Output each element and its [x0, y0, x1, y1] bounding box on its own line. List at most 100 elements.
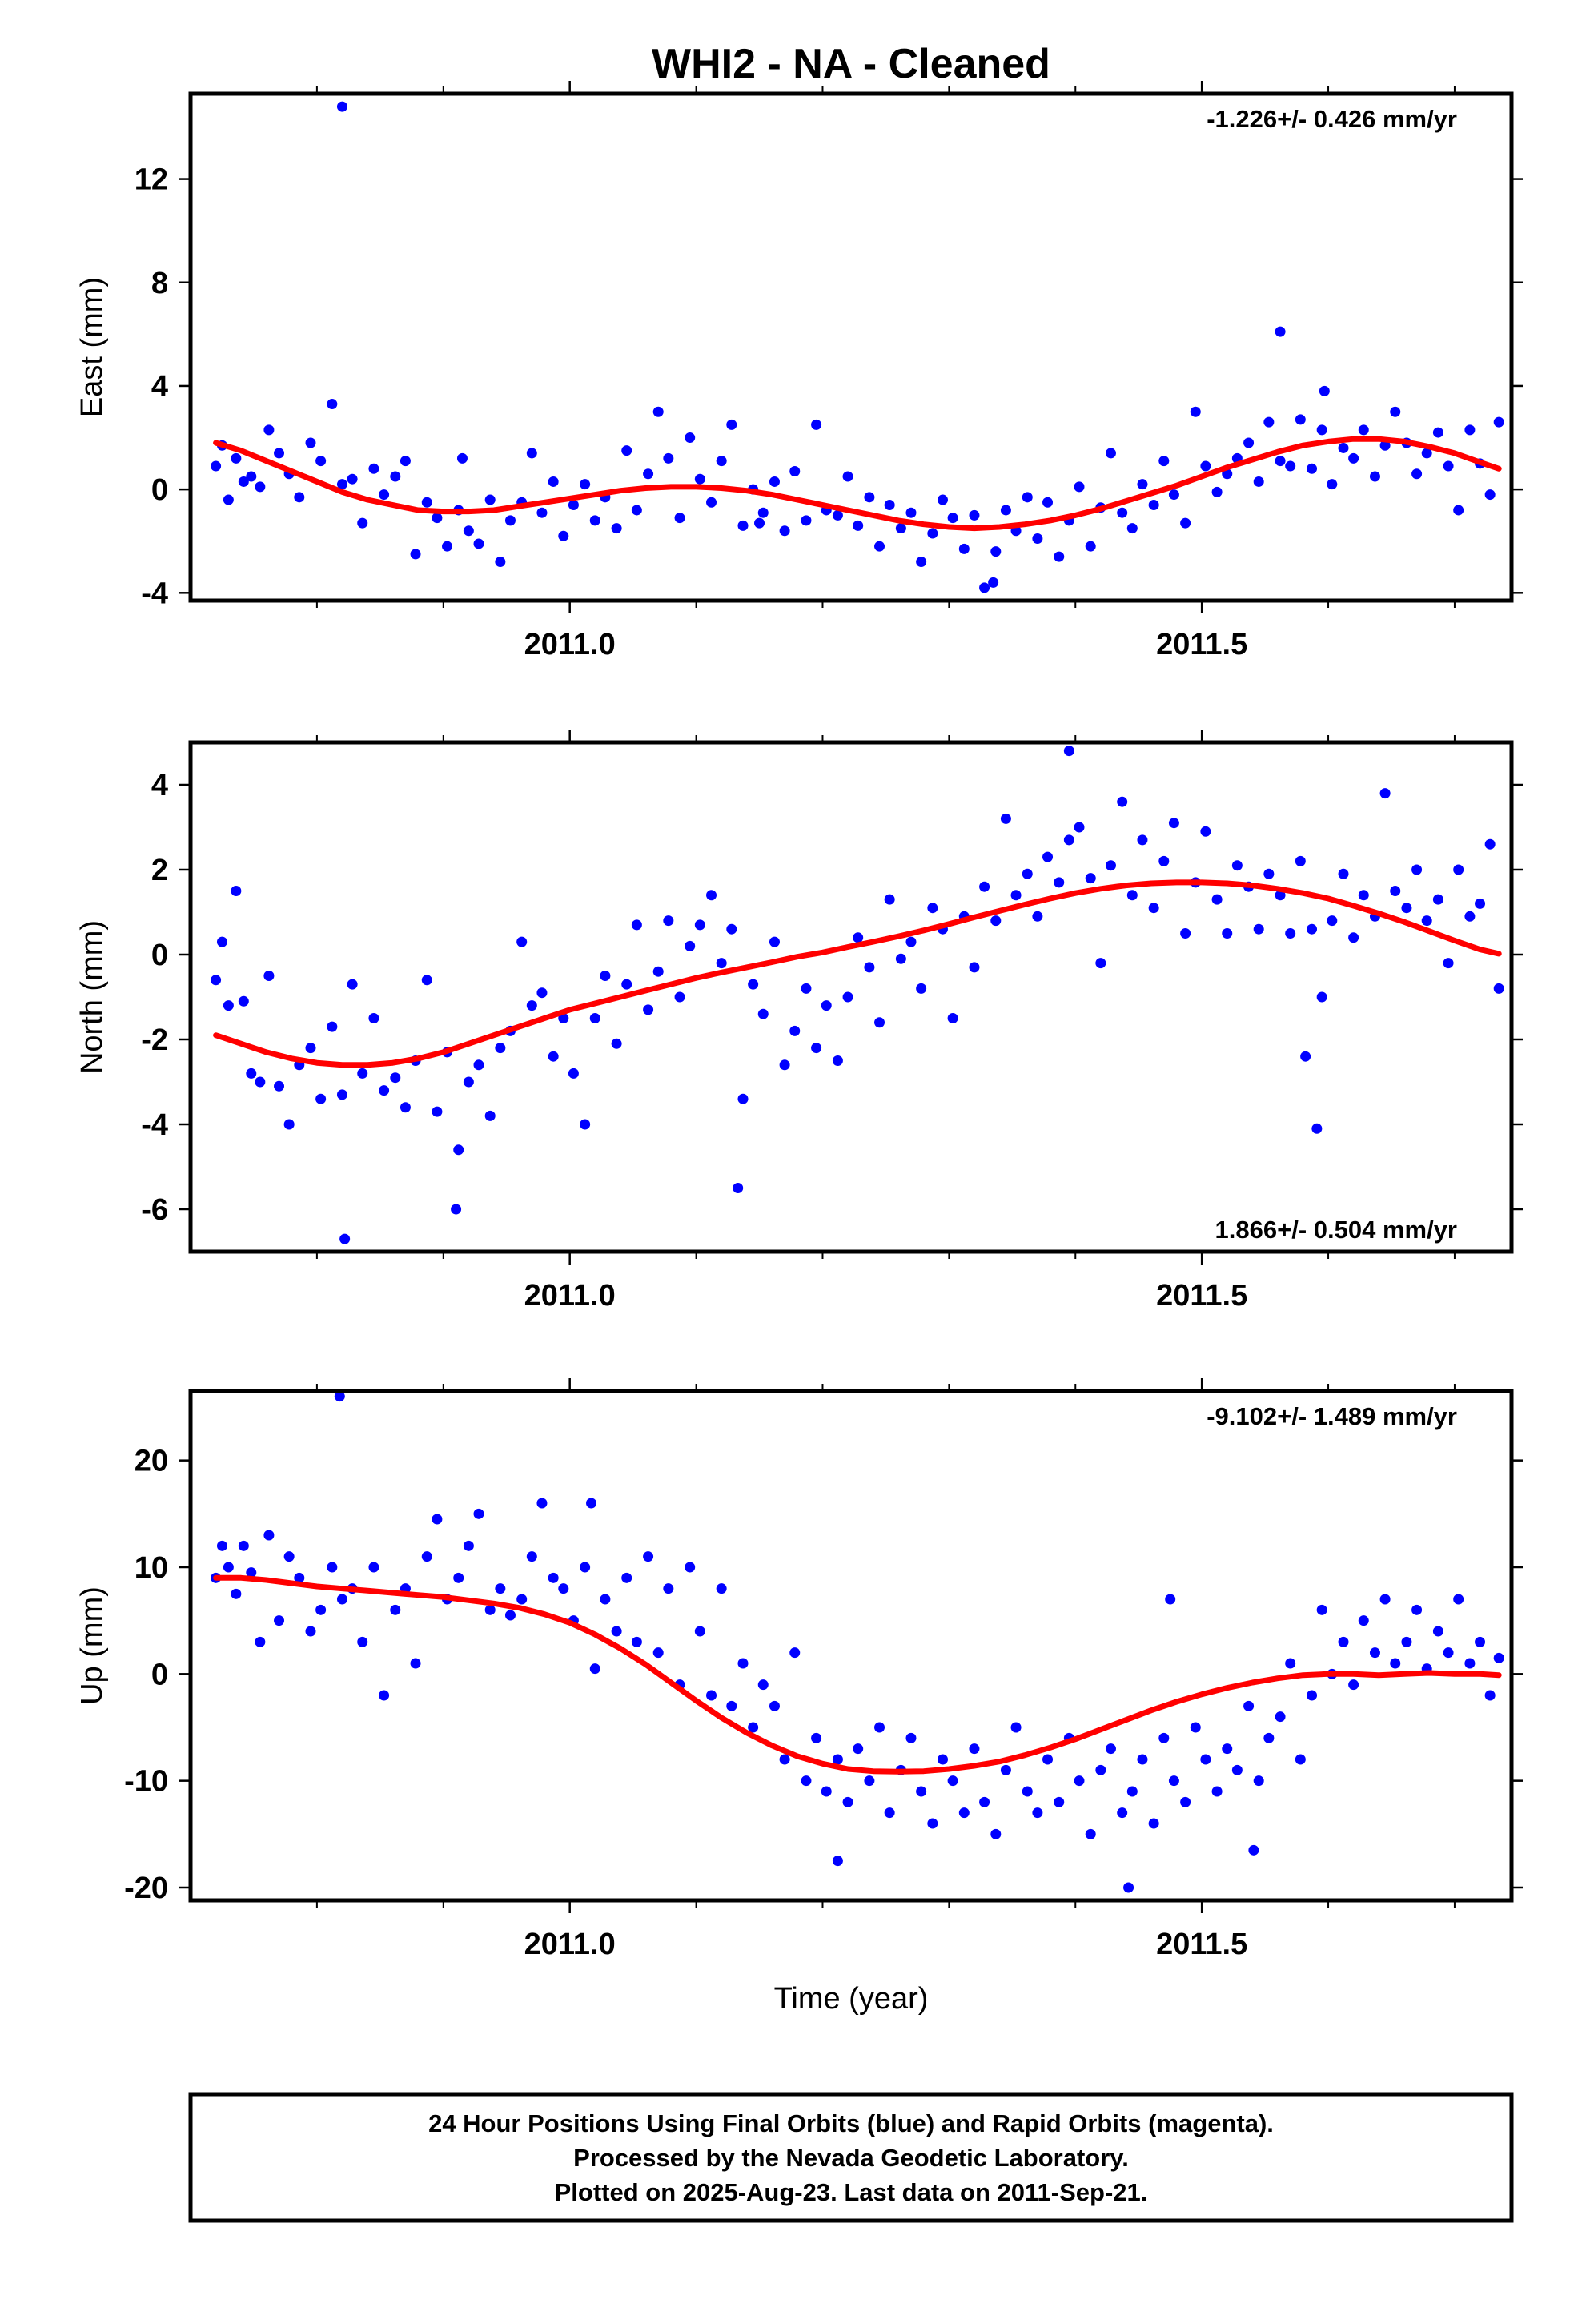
north-data-point [1493, 983, 1504, 994]
east-data-point [1327, 479, 1338, 490]
up-data-point [853, 1743, 864, 1755]
north-data-point [1295, 855, 1306, 866]
north-data-point [589, 1013, 600, 1023]
east-data-point [663, 452, 674, 464]
up-data-point [1358, 1615, 1369, 1626]
north-data-point [484, 1110, 496, 1121]
east-data-point [853, 520, 864, 531]
east-data-point [864, 492, 875, 503]
up-data-point [1348, 1679, 1359, 1691]
north-data-point [315, 1093, 327, 1104]
east-xtick-label: 2011.0 [524, 628, 616, 661]
north-data-point [737, 1093, 749, 1104]
north-data-point [495, 1043, 506, 1054]
up-data-point [216, 1540, 227, 1551]
east-data-point [754, 517, 765, 529]
east-data-point [1432, 427, 1443, 438]
up-data-point [874, 1722, 885, 1733]
east-data-point [1484, 489, 1496, 501]
east-data-point [905, 507, 917, 518]
east-data-point [336, 101, 347, 112]
up-data-point [274, 1615, 285, 1626]
north-data-point [216, 936, 227, 947]
north-data-point [473, 1059, 484, 1071]
up-ytick-label: 20 [135, 1445, 168, 1478]
up-data-point [283, 1551, 295, 1562]
east-data-point [432, 513, 443, 524]
up-data-point [1180, 1796, 1191, 1807]
east-xtick-label: 2011.5 [1156, 628, 1247, 661]
up-data-point [421, 1551, 432, 1562]
north-data-point [916, 983, 927, 994]
north-xtick-label: 2011.0 [524, 1279, 616, 1313]
up-data-point [1168, 1775, 1179, 1787]
up-data-point [1443, 1647, 1454, 1659]
north-data-point [1358, 890, 1369, 901]
north-data-point [339, 1233, 351, 1244]
north-data-point [811, 1043, 822, 1054]
up-data-point [255, 1636, 266, 1647]
east-data-point [456, 452, 468, 464]
up-data-point [263, 1530, 275, 1541]
north-y-axis-label: North (mm) [75, 920, 109, 1074]
north-data-point [1200, 826, 1211, 837]
north-data-point [769, 936, 780, 947]
footer-border [188, 2092, 1514, 2223]
east-data-point [589, 515, 600, 526]
north-data-point [463, 1076, 474, 1088]
up-data-point [1316, 1604, 1327, 1615]
north-data-point [1411, 864, 1423, 875]
north-data-point [1311, 1123, 1323, 1134]
up-data-point [769, 1700, 780, 1711]
north-data-point [1180, 928, 1191, 939]
north-data-point [842, 991, 853, 1003]
up-data-point [453, 1572, 464, 1583]
east-data-point [716, 456, 727, 467]
east-data-point [347, 473, 358, 485]
east-data-point [246, 471, 257, 482]
east-data-point [1243, 437, 1255, 448]
east-data-point [568, 500, 579, 511]
up-data-point [1126, 1786, 1138, 1797]
east-data-point [1464, 424, 1476, 436]
north-ytick-label: -6 [141, 1193, 168, 1227]
east-fit-line [213, 436, 1502, 532]
north-data-point [432, 1106, 443, 1117]
up-data-point [832, 1856, 843, 1867]
north-data-point [1095, 958, 1106, 969]
north-data-point [947, 1013, 958, 1023]
east-data-point [1085, 541, 1096, 552]
north-data-point [336, 1089, 347, 1100]
north-data-point [853, 932, 864, 943]
east-data-point [327, 399, 338, 410]
north-data-point [895, 953, 906, 964]
east-data-point [1032, 533, 1043, 544]
north-data-point [421, 975, 432, 986]
up-data-point [1165, 1594, 1176, 1605]
east-data-point [726, 419, 737, 430]
north-data-point [1316, 991, 1327, 1003]
up-data-point [979, 1796, 990, 1807]
north-data-point [821, 1000, 832, 1011]
north-data-point [990, 915, 1002, 927]
east-data-point [737, 520, 749, 531]
east-data-point [643, 468, 654, 480]
up-data-point [947, 1775, 958, 1787]
north-data-point [1275, 890, 1286, 901]
up-data-point [927, 1818, 938, 1829]
up-data-point [1248, 1844, 1259, 1856]
up-data-point [757, 1679, 769, 1691]
north-ytick-label: -4 [141, 1108, 168, 1142]
up-data-point [1379, 1594, 1391, 1605]
north-data-point [1010, 890, 1022, 901]
east-panel: -4 0 4 8 12 2011.0 2011.5 East (mm) -1.226+/- 0.… [75, 81, 1523, 661]
east-data-point [916, 557, 927, 568]
up-y-axis-label: Up (mm) [75, 1586, 109, 1705]
up-data-point [1222, 1743, 1233, 1755]
north-data-point [733, 1183, 744, 1193]
up-data-point [1085, 1828, 1096, 1839]
footer-line-1: 24 Hour Positions Using Final Orbits (bl… [428, 2109, 1274, 2137]
north-data-point [832, 1055, 843, 1066]
east-data-point [1126, 523, 1138, 534]
